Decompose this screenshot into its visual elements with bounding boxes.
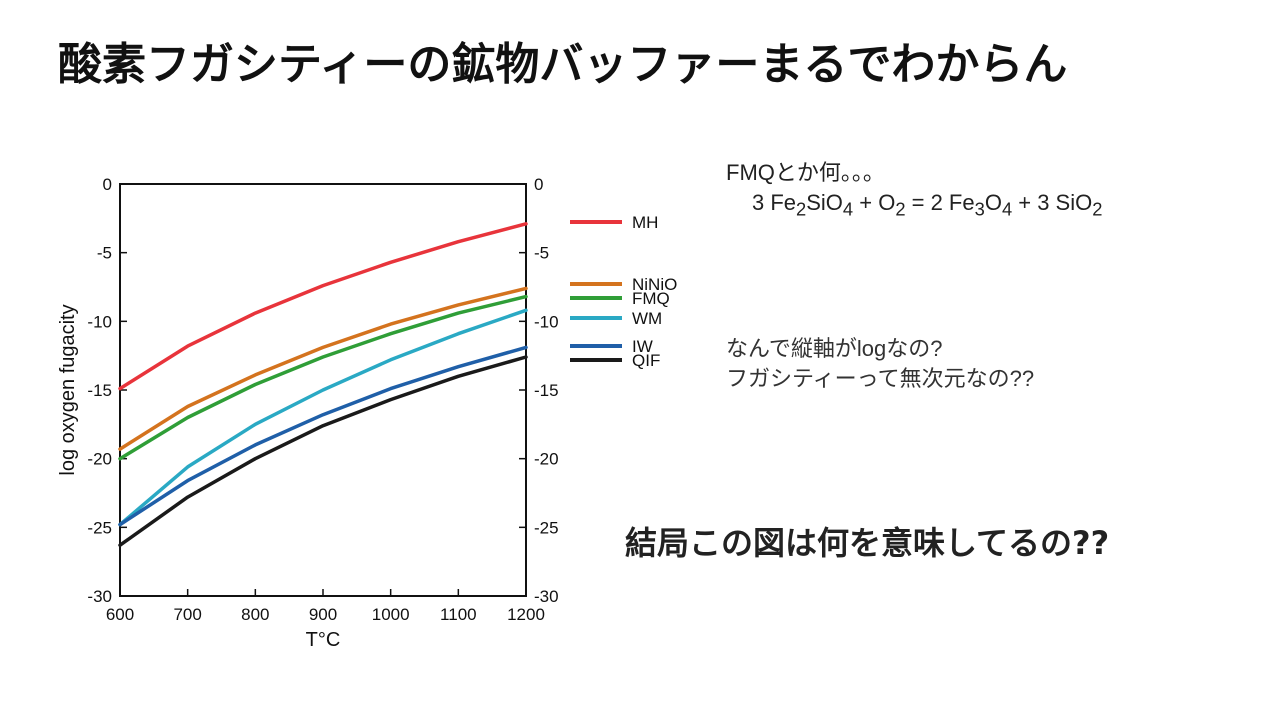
y-tick-label-left: -5 bbox=[97, 244, 112, 263]
log-axis-note: なんで縦軸がlogなの? フガシティーって無次元なの?? bbox=[726, 334, 1034, 394]
legend-label-ninio: NiNiO bbox=[632, 275, 677, 294]
legend-label-qif: QIF bbox=[632, 351, 660, 370]
x-tick-label: 1000 bbox=[372, 605, 410, 624]
series-line-wm bbox=[118, 308, 528, 527]
x-tick-label: 900 bbox=[309, 605, 337, 624]
x-tick-label: 1100 bbox=[440, 605, 477, 624]
series-line-iw bbox=[118, 345, 528, 527]
series-line-ninio bbox=[118, 286, 528, 451]
y-tick-label-left: -15 bbox=[87, 381, 112, 400]
dimensionless-question: フガシティーって無次元なの?? bbox=[726, 366, 1035, 391]
y-tick-label-right: -10 bbox=[534, 312, 559, 331]
log-question: なんで縦軸がlogなの? bbox=[726, 336, 943, 361]
y-tick-label-right: 0 bbox=[534, 175, 543, 194]
fmq-equation: 3 Fe2SiO4 + O2 = 2 Fe3O4 + 3 SiO2 bbox=[752, 190, 1103, 220]
main-question: 結局この図は何を意味してるの?? bbox=[625, 524, 1110, 562]
x-tick-label: 800 bbox=[241, 605, 269, 624]
y-tick-label-left: -10 bbox=[87, 312, 112, 331]
series-line-mh bbox=[118, 222, 528, 391]
y-tick-label-right: -20 bbox=[534, 450, 559, 469]
series-line-fmq bbox=[118, 294, 528, 461]
y-tick-label-left: 0 bbox=[103, 175, 112, 194]
x-tick-label: 700 bbox=[173, 605, 201, 624]
y-tick-label-right: -5 bbox=[534, 244, 549, 263]
legend-label-wm: WM bbox=[632, 309, 662, 328]
y-tick-label-left: -20 bbox=[87, 450, 112, 469]
x-tick-label: 1200 bbox=[507, 605, 545, 624]
fmq-question: FMQとか何。。。 bbox=[726, 160, 885, 185]
legend-label-fmq: FMQ bbox=[632, 289, 670, 308]
series-line-qif bbox=[118, 355, 528, 547]
y-tick-label-left: -25 bbox=[87, 518, 112, 537]
legend-label-iw: IW bbox=[632, 337, 653, 356]
legend-label-mh: MH bbox=[632, 213, 658, 232]
slide-title: 酸素フガシティーの鉱物バッファーまるでわからん bbox=[58, 39, 1068, 90]
x-axis-label: T°C bbox=[306, 629, 341, 651]
y-axis-label: log oxygen fugacity bbox=[57, 304, 79, 475]
y-tick-label-right: -25 bbox=[534, 518, 559, 537]
fmq-note: FMQとか何。。。 3 Fe2SiO4 + O2 = 2 Fe3O4 + 3 S… bbox=[726, 158, 1102, 224]
x-tick-label: 600 bbox=[106, 605, 134, 624]
y-tick-label-right: -15 bbox=[534, 381, 559, 400]
y-tick-label-right: -30 bbox=[534, 587, 559, 606]
y-tick-label-left: -30 bbox=[87, 587, 112, 606]
